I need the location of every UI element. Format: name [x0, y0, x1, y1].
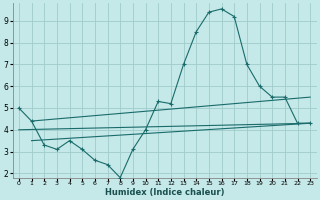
X-axis label: Humidex (Indice chaleur): Humidex (Indice chaleur)	[105, 188, 224, 197]
